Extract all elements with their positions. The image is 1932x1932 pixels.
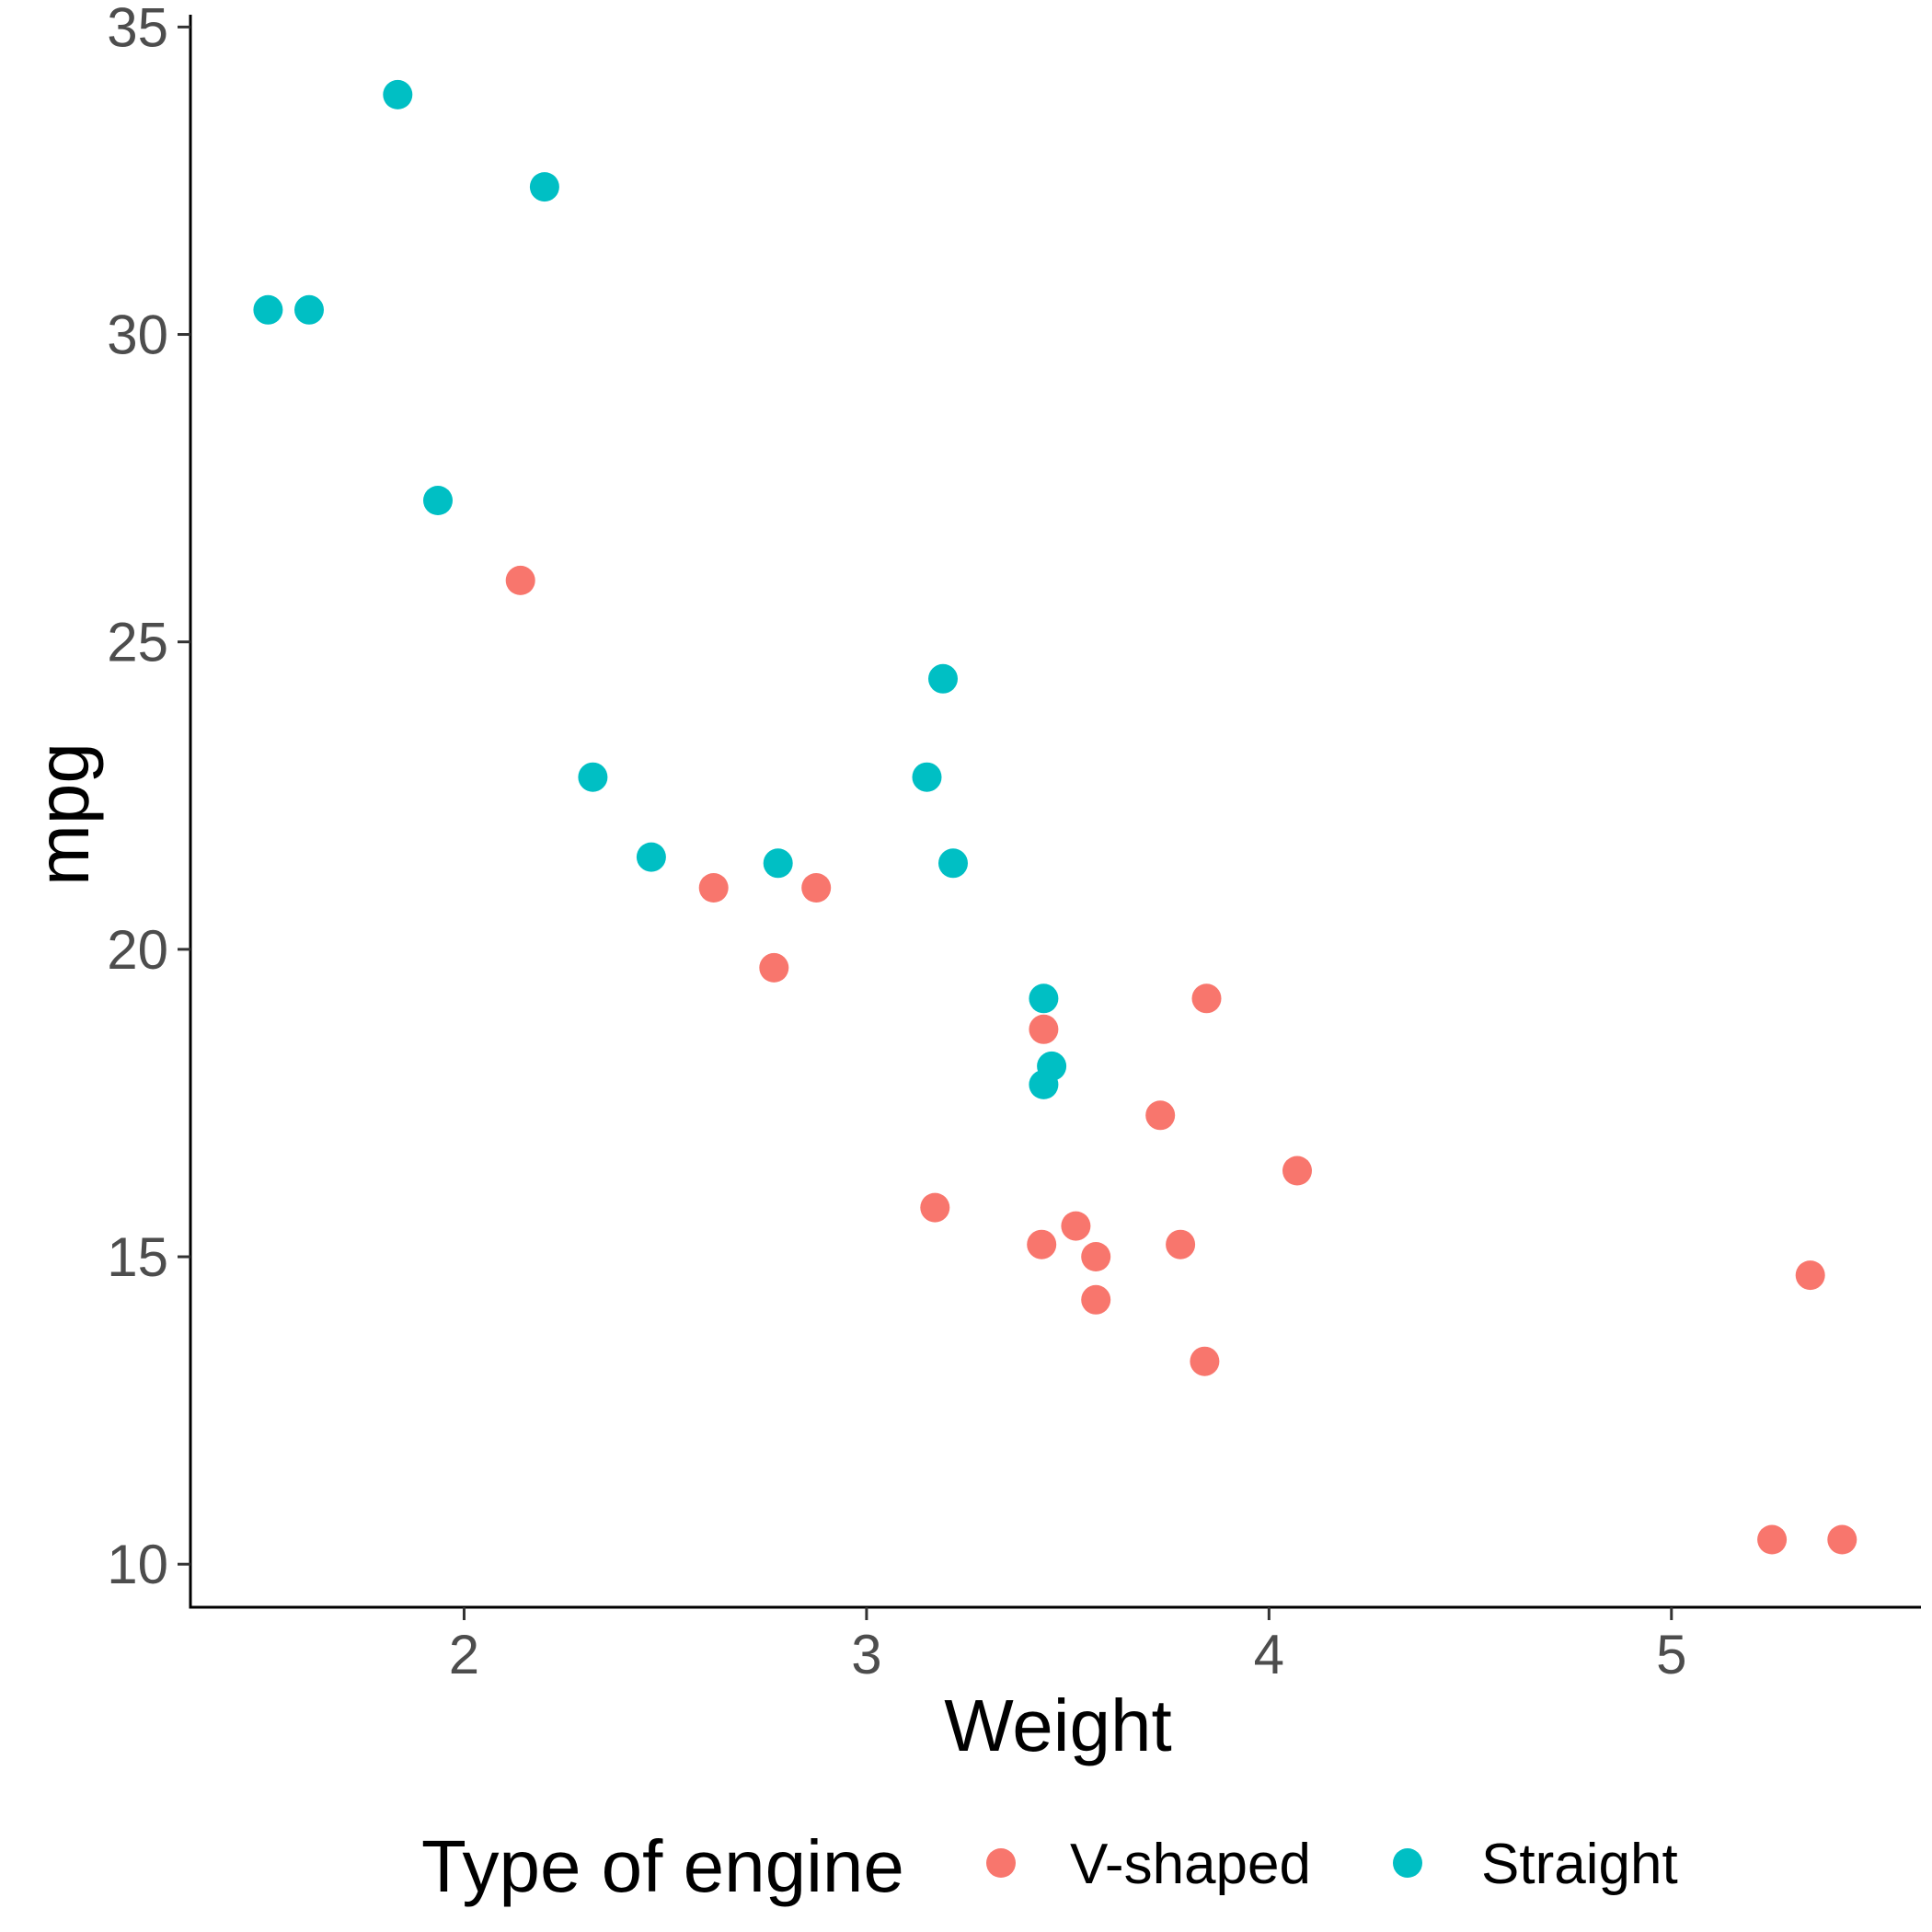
data-point: [578, 762, 608, 792]
data-point: [529, 172, 559, 202]
x-tick-label: 2: [449, 1624, 479, 1685]
y-tick-label: 15: [107, 1226, 168, 1288]
data-point: [1027, 1229, 1057, 1259]
data-point: [801, 873, 832, 903]
data-point: [1282, 1156, 1312, 1186]
data-point: [698, 873, 729, 903]
data-point: [1190, 1346, 1220, 1376]
y-tick-label: 25: [107, 612, 168, 673]
data-point: [1166, 1229, 1196, 1259]
legend-title: Type of engine: [421, 1825, 904, 1907]
legend-label: V-shaped: [1070, 1833, 1311, 1896]
y-tick-label: 35: [107, 0, 168, 58]
data-point: [636, 842, 666, 872]
data-point: [383, 79, 413, 109]
data-point: [759, 952, 789, 983]
data-point: [920, 1192, 950, 1223]
data-point: [1191, 983, 1222, 1014]
data-point: [1795, 1260, 1825, 1291]
y-tick-label: 30: [107, 305, 168, 366]
points-layer: [253, 79, 1857, 1555]
legend-key: [986, 1848, 1016, 1878]
data-point: [912, 762, 942, 792]
data-point: [294, 294, 324, 325]
data-point: [423, 486, 453, 515]
legend-item: V-shaped: [986, 1833, 1311, 1896]
legend-items: V-shaped Straight: [986, 1833, 1678, 1896]
y-tick-label: 10: [107, 1534, 168, 1595]
data-point: [1145, 1100, 1176, 1131]
legend: Type of engine V-shaped Straight: [421, 1825, 1678, 1907]
y-tick-label: 20: [107, 919, 168, 981]
data-point: [253, 294, 283, 325]
data-point: [1061, 1211, 1091, 1241]
legend-key: [1393, 1848, 1422, 1878]
x-axis-ticks: 2 3 4 5: [449, 1607, 1686, 1685]
data-point: [1827, 1524, 1857, 1555]
data-point: [938, 848, 968, 879]
data-point: [763, 848, 793, 879]
data-point: [1029, 1014, 1059, 1044]
y-axis-ticks: 10 15 20 25 30 35: [107, 0, 190, 1595]
x-tick-label: 5: [1656, 1624, 1686, 1685]
x-tick-label: 4: [1254, 1624, 1284, 1685]
data-point: [1081, 1242, 1111, 1271]
series-v-shaped: [505, 565, 1857, 1555]
x-axis-title: Weight: [944, 1685, 1172, 1766]
data-point: [928, 663, 958, 694]
y-axis-title: mpg: [22, 742, 104, 886]
data-point: [1757, 1524, 1788, 1555]
axes-layer: [189, 15, 1921, 1609]
data-point: [1029, 983, 1059, 1014]
legend-item: Straight: [1393, 1833, 1678, 1896]
series-straight: [253, 79, 1067, 1099]
data-point: [505, 565, 535, 595]
x-tick-label: 3: [851, 1624, 881, 1685]
data-point: [1029, 1069, 1059, 1099]
data-point: [1081, 1284, 1111, 1315]
legend-label: Straight: [1481, 1833, 1678, 1896]
